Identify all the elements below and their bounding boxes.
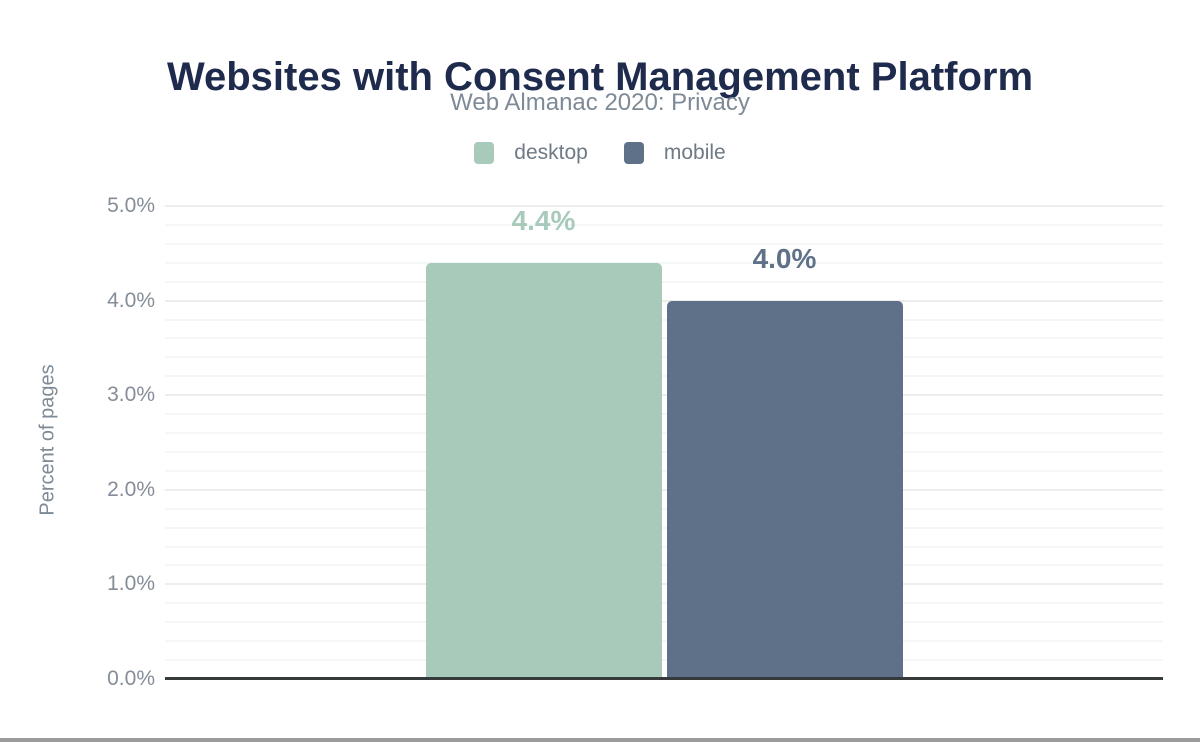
gridline-minor — [165, 526, 1163, 529]
gridline-major — [165, 394, 1163, 397]
plot-area: 0.0% 1.0% 2.0% 3.0% 4.0% 5.0% 4.4% 4.0% — [107, 195, 1163, 690]
legend: desktop mobile — [0, 141, 1200, 165]
gridline-minor — [165, 659, 1163, 662]
gridline-minor — [165, 337, 1163, 340]
chart-title: Websites with Consent Management Platfor… — [166, 54, 1034, 99]
y-tick-label: 3.0% — [107, 383, 155, 407]
bar-mobile[interactable] — [666, 300, 903, 679]
x-axis-line — [165, 677, 1163, 680]
gridline-minor — [165, 261, 1163, 264]
y-tick-label: 0.0% — [107, 667, 155, 690]
gridline-minor — [165, 318, 1163, 321]
gridline-minor — [165, 280, 1163, 283]
gridline-minor — [165, 507, 1163, 510]
gridline-minor — [165, 640, 1163, 643]
legend-item-mobile[interactable]: mobile — [623, 141, 726, 165]
bar-value-label-desktop: 4.4% — [511, 204, 576, 236]
bar-desktop[interactable] — [425, 262, 662, 679]
bottom-divider — [0, 738, 1200, 742]
gridline-minor — [165, 413, 1163, 416]
y-tick-label: 1.0% — [107, 572, 155, 596]
legend-swatch-desktop — [474, 142, 495, 164]
gridline-minor — [165, 469, 1163, 472]
gridline-minor — [165, 356, 1163, 359]
gridline-major — [165, 488, 1163, 491]
gridline-major — [165, 299, 1163, 302]
gridline-minor — [165, 564, 1163, 567]
gridline-minor — [165, 223, 1163, 226]
gridline-minor — [165, 602, 1163, 605]
gridline-minor — [165, 242, 1163, 245]
gridline-minor — [165, 375, 1163, 378]
gridline-minor — [165, 545, 1163, 548]
gridline-minor — [165, 450, 1163, 453]
bar-value-label-mobile: 4.0% — [752, 242, 817, 274]
y-tick-label: 5.0% — [107, 194, 155, 217]
y-axis-label: Percent of pages — [36, 364, 59, 516]
gridline-major — [165, 583, 1163, 586]
gridline-major — [165, 205, 1163, 207]
legend-label-desktop: desktop — [514, 141, 588, 164]
gridline-minor — [165, 621, 1163, 624]
legend-swatch-mobile — [623, 142, 644, 164]
legend-item-desktop[interactable]: desktop — [474, 141, 588, 165]
chart-subtitle: Web Almanac 2020: Privacy — [450, 89, 750, 116]
legend-label-mobile: mobile — [663, 141, 726, 164]
y-tick-label: 4.0% — [107, 288, 155, 312]
gridline-minor — [165, 432, 1163, 435]
y-tick-label: 2.0% — [107, 477, 155, 501]
